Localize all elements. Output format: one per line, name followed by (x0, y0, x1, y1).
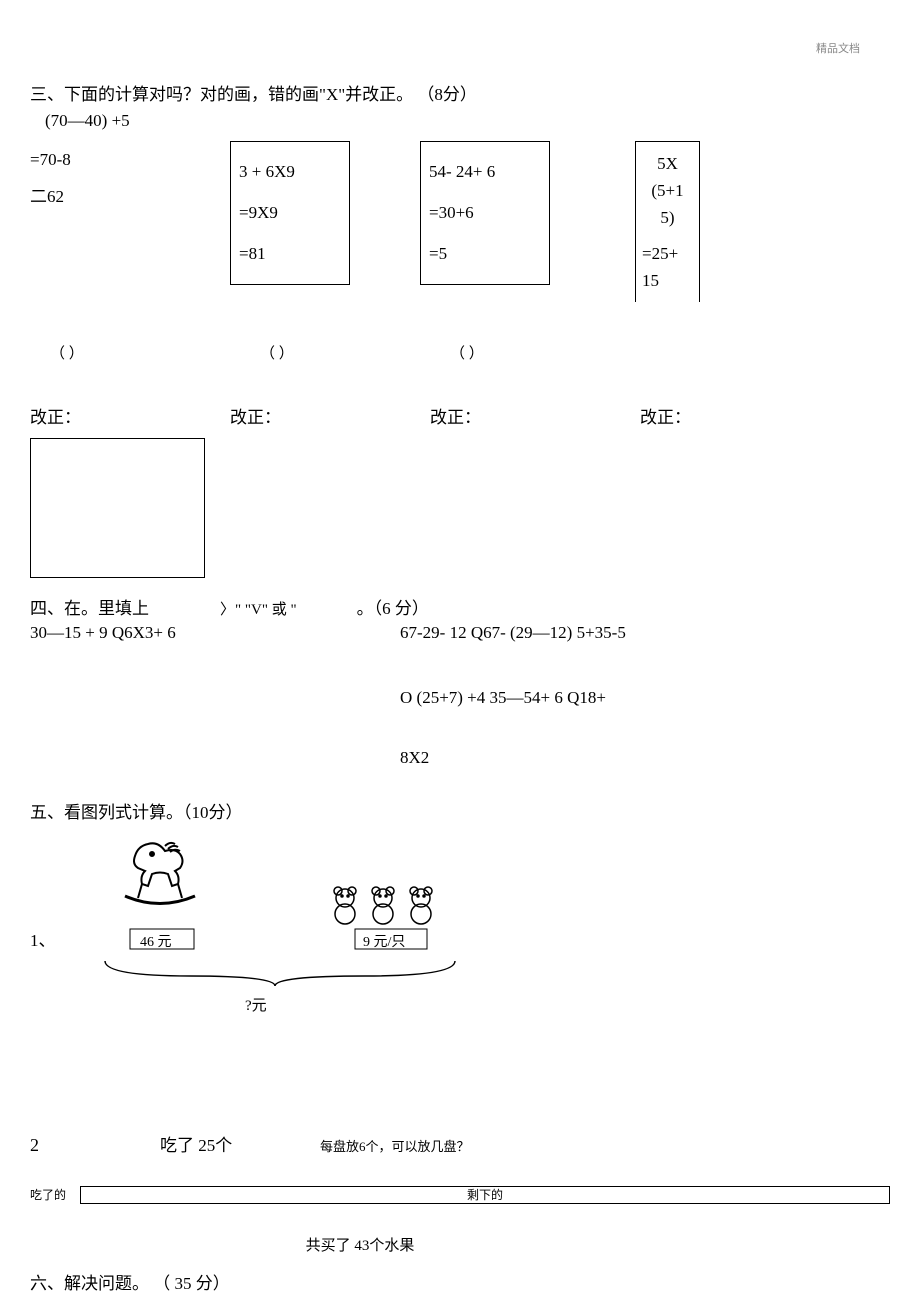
q4-label: 四、在。里填上 (30, 594, 220, 619)
q3-paren2: （ ） (230, 342, 360, 363)
q3-p4-line3: 5) (642, 204, 693, 231)
q4-right1: 67-29- 12 Q67- (29—12) 5+35-5 (400, 623, 890, 643)
watermark: 精品文档 (816, 40, 860, 56)
q3-p4-line5: 15 (642, 267, 693, 294)
q3-p2-line2: =9X9 (239, 193, 341, 234)
q3-problem1: =70-8 二62 (30, 141, 220, 216)
q3-correct4: 改正： (640, 403, 790, 428)
q3-correct2: 改正： (230, 403, 430, 428)
q5-svg (80, 831, 480, 991)
q3-paren1: （ ） (30, 342, 220, 363)
q4-right3: 8X2 (400, 748, 890, 768)
q3-p4-line1: 5X (642, 150, 693, 177)
q3-paren-row: （ ） （ ） （ ） (30, 342, 890, 363)
q5-title: 五、看图列式计算。（10分） (30, 798, 890, 823)
q4-points: 。（6 分） (357, 594, 429, 619)
page-content: 三、下面的计算对吗？对的画，错的画"X"并改正。 （8分） (70—40) +5… (0, 0, 920, 1294)
q2-eat: 吃了 25个 (160, 1131, 320, 1156)
q3-correct-row: 改正： 改正： 改正： 改正： (30, 403, 890, 428)
q3-p2-line3: =81 (239, 234, 341, 275)
q3-subtitle: (70—40) +5 (45, 111, 890, 131)
bar-row: 吃了的 剩下的 (30, 1186, 890, 1204)
q6-title: 六、解决问题。 （ 35 分） (30, 1269, 890, 1294)
q2-plate: 每盘放6个，可以放几盘？ (320, 1136, 470, 1155)
q3-paren3: （ ） (430, 342, 560, 363)
q3-problem4-box: 5X (5+1 5) =25+ 15 (635, 141, 700, 302)
q5-price1: 46 元 (140, 931, 172, 951)
q5-brace-container: 46 元 9 元/只 (80, 831, 480, 996)
q4-section: 四、在。里填上 〉" "V" 或 " 。（6 分） 30—15 + 9 Q6X3… (30, 594, 890, 768)
q3-problem2-box: 3 + 6X9 =9X9 =81 (230, 141, 350, 285)
q3-p2-line1: 3 + 6X9 (239, 152, 341, 193)
q3-p3-line2: =30+6 (429, 193, 541, 234)
q4-row1: 四、在。里填上 〉" "V" 或 " 。（6 分） (30, 594, 890, 619)
q4-left: 30—15 + 9 Q6X3+ 6 (30, 623, 400, 643)
q3-p1-line1: =70-8 (30, 141, 220, 178)
bar-box: 剩下的 (80, 1186, 890, 1204)
q3-title: 三、下面的计算对吗？对的画，错的画"X"并改正。 （8分） (30, 80, 890, 105)
q3-correct3: 改正： (430, 403, 640, 428)
q3-problem3-box: 54- 24+ 6 =30+6 =5 (420, 141, 550, 285)
q3-p4-line4: =25+ (642, 240, 693, 267)
q3-p3-line3: =5 (429, 234, 541, 275)
total-line: 共买了 43个水果 (0, 1234, 890, 1255)
q2-number: 2 (30, 1135, 160, 1156)
q2-section: 2 吃了 25个 每盘放6个，可以放几盘？ (30, 1131, 890, 1156)
q3-answer-box (30, 438, 205, 578)
q5-question: ?元 (245, 994, 267, 1015)
q5-number: 1、 (30, 926, 56, 951)
bar-label-eaten: 吃了的 (30, 1186, 80, 1203)
q3-correct1: 改正： (30, 403, 230, 428)
q3-problems-row: =70-8 二62 3 + 6X9 =9X9 =81 54- 24+ 6 =30… (30, 141, 890, 302)
q3-p4-line2: (5+1 (642, 177, 693, 204)
q5-price2: 9 元/只 (363, 931, 405, 951)
q5-figure: 1、 (30, 831, 470, 1011)
q4-right2: O (25+7) +4 35—54+ 6 Q18+ (400, 688, 890, 708)
q4-symbols: 〉" "V" 或 " (220, 598, 297, 619)
q3-p1-line2: 二62 (30, 178, 220, 215)
q3-p3-line1: 54- 24+ 6 (429, 152, 541, 193)
q4-row2: 30—15 + 9 Q6X3+ 6 67-29- 12 Q67- (29—12)… (30, 623, 890, 643)
